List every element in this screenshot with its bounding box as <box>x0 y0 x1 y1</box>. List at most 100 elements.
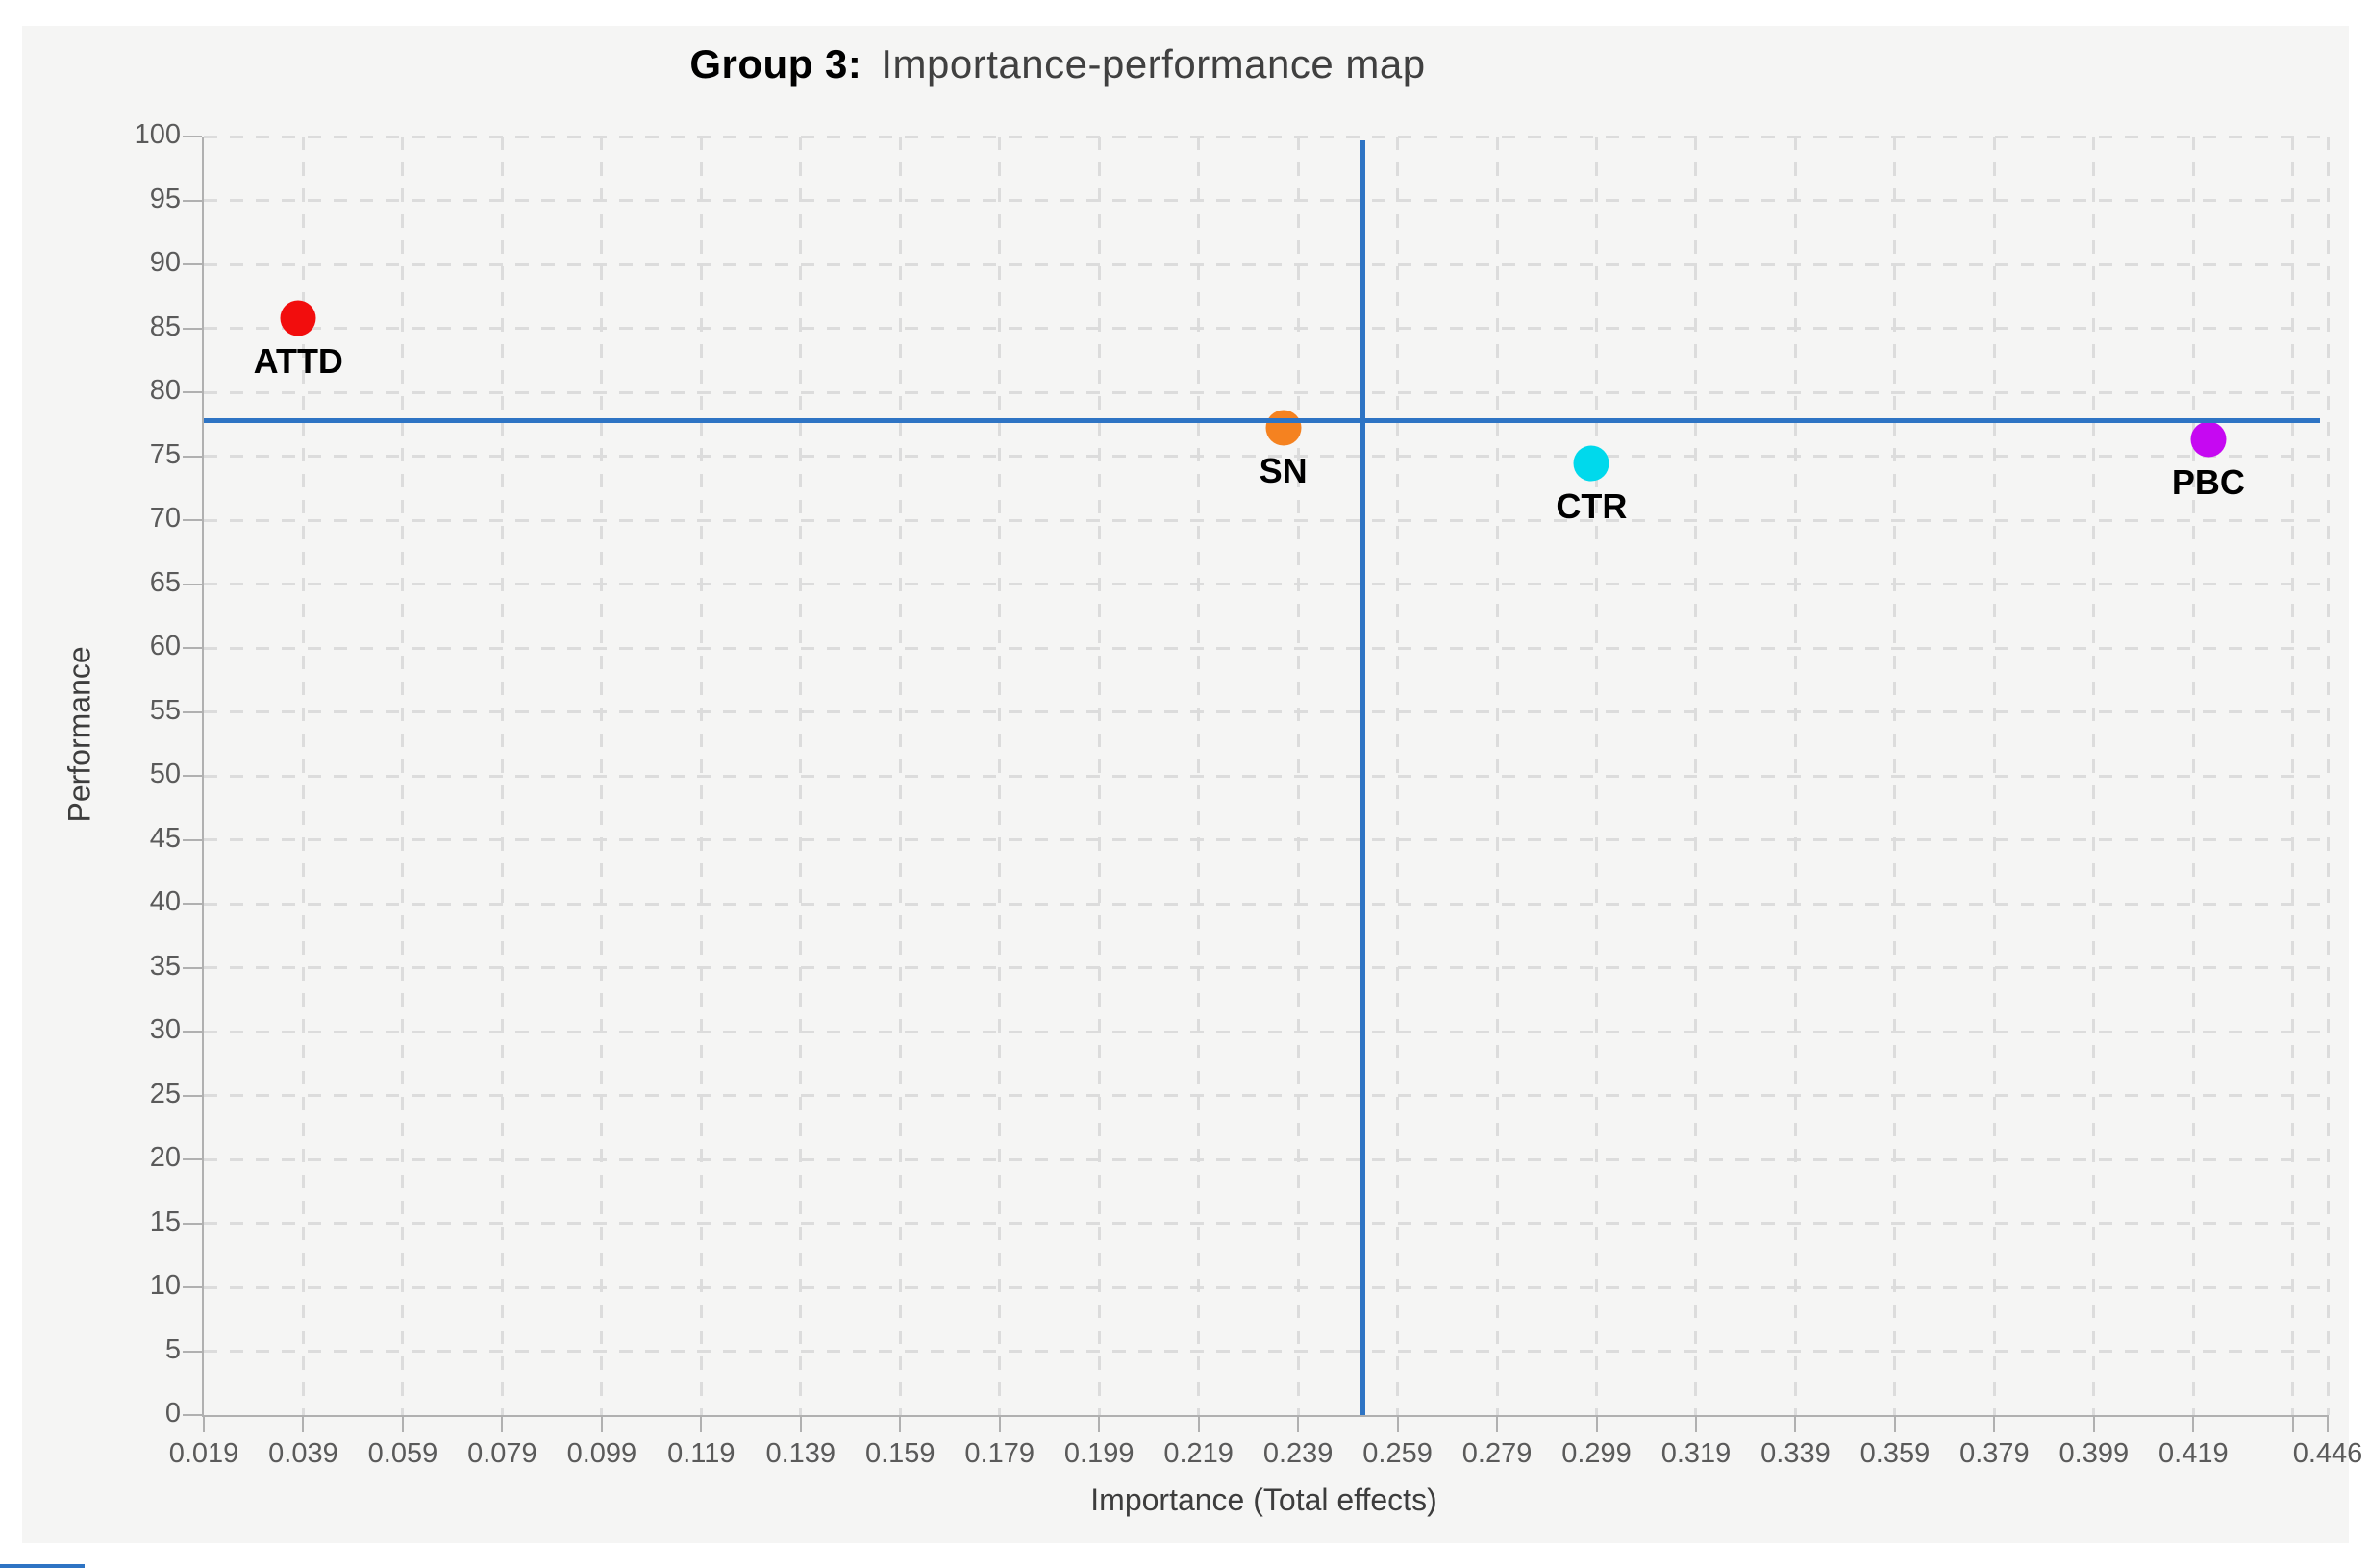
v-gridline <box>600 137 604 1415</box>
v-gridline <box>799 137 803 1415</box>
y-axis-title: Performance <box>62 646 97 823</box>
x-tick-label: 0.279 <box>1461 1438 1533 1469</box>
v-gridline <box>2092 137 2096 1415</box>
y-tick-label: 10 <box>149 1270 181 1301</box>
x-tick-label: 0.259 <box>1362 1438 1433 1469</box>
y-tick <box>183 1094 202 1097</box>
y-tick <box>183 519 202 521</box>
x-tick <box>1993 1415 1996 1432</box>
y-tick <box>183 838 202 841</box>
y-tick-label: 95 <box>149 183 181 214</box>
v-gridline <box>998 137 1002 1415</box>
y-tick <box>183 583 202 585</box>
x-tick <box>2092 1415 2095 1432</box>
y-tick-label: 40 <box>149 886 181 917</box>
y-tick <box>183 903 202 905</box>
h-gridline <box>204 838 2328 841</box>
v-gridline <box>1197 137 1201 1415</box>
y-tick-label: 60 <box>149 631 181 661</box>
y-tick-label: 30 <box>149 1014 181 1045</box>
x-tick <box>501 1415 504 1432</box>
v-gridline <box>699 137 703 1415</box>
y-tick <box>183 327 202 330</box>
y-tick-label: 80 <box>149 375 181 406</box>
v-gridline <box>2291 137 2295 1415</box>
y-tick <box>183 1286 202 1288</box>
x-tick-label: 0.399 <box>2058 1438 2130 1469</box>
y-tick <box>183 263 202 265</box>
x-tick <box>302 1415 305 1432</box>
x-tick-label: 0.419 <box>2158 1438 2229 1469</box>
x-tick <box>1197 1415 1200 1432</box>
data-point-ctr <box>1573 445 1609 482</box>
x-tick-label: 0.119 <box>667 1438 736 1469</box>
y-tick <box>183 391 202 393</box>
y-tick-label: 5 <box>164 1333 181 1365</box>
x-tick-label: 0.446 <box>2292 1438 2363 1469</box>
h-gridline <box>204 646 2328 650</box>
x-tick-label: 0.179 <box>964 1438 1035 1469</box>
bottom-left-blue-bar <box>0 1564 85 1568</box>
v-gridline <box>2191 137 2195 1415</box>
h-gridline <box>204 262 2328 266</box>
x-tick-label: 0.039 <box>268 1438 338 1469</box>
x-tick-label: 0.139 <box>765 1438 836 1469</box>
x-tick <box>401 1415 404 1432</box>
x-tick <box>1794 1415 1797 1432</box>
x-tick-label: 0.219 <box>1163 1438 1234 1469</box>
x-tick-label: 0.079 <box>467 1438 537 1469</box>
y-tick <box>183 199 202 202</box>
h-gridline <box>204 327 2328 330</box>
h-gridline <box>204 1094 2328 1097</box>
x-tick-label: 0.359 <box>1859 1438 1931 1469</box>
x-tick <box>1098 1415 1101 1432</box>
v-gridline <box>1893 137 1897 1415</box>
v-gridline <box>2326 137 2330 1415</box>
y-tick <box>183 710 202 713</box>
x-tick <box>799 1415 802 1432</box>
v-gridline <box>401 137 405 1415</box>
y-tick-label: 90 <box>149 247 181 278</box>
v-gridline <box>301 137 305 1415</box>
v-gridline <box>500 137 504 1415</box>
y-tick-label: 55 <box>149 694 181 726</box>
y-tick <box>183 455 202 458</box>
x-tick <box>600 1415 603 1432</box>
x-tick <box>1595 1415 1598 1432</box>
y-tick <box>183 1031 202 1033</box>
h-gridline <box>204 583 2328 585</box>
v-gridline <box>1396 137 1400 1415</box>
v-gridline <box>1495 137 1499 1415</box>
x-axis-title: Importance (Total effects) <box>1090 1482 1437 1517</box>
point-label-sn: SN <box>1259 451 1308 491</box>
crosshair-vertical-line <box>1360 140 1365 1415</box>
h-gridline <box>204 199 2328 202</box>
h-gridline <box>204 390 2328 394</box>
h-gridline <box>204 966 2328 969</box>
chart-title: Group 3: Importance-performance map <box>22 41 2093 87</box>
x-tick-label: 0.319 <box>1660 1438 1732 1469</box>
h-gridline <box>204 518 2328 522</box>
y-tick <box>183 1414 202 1416</box>
y-tick-label: 35 <box>149 950 181 982</box>
plot-area: 0 5 10 15 20 25 30 35 40 45 50 55 60 65 70 75 80 85 90 95 10… <box>135 119 2363 1469</box>
h-gridline <box>204 1285 2328 1289</box>
x-tick <box>1694 1415 1697 1432</box>
y-tick-label: 100 <box>134 119 181 150</box>
y-tick <box>183 136 202 137</box>
x-tick <box>2327 1415 2329 1432</box>
y-tick <box>183 1350 202 1353</box>
data-point-pbc <box>2190 421 2227 458</box>
x-tick-label: 0.239 <box>1262 1438 1334 1469</box>
point-label-ctr: CTR <box>1556 486 1628 527</box>
data-point-sn <box>1265 410 1302 446</box>
x-tick-label: 0.299 <box>1561 1438 1632 1469</box>
h-gridline <box>204 1030 2328 1033</box>
y-tick-label: 50 <box>149 759 181 789</box>
y-tick-label: 15 <box>149 1206 181 1237</box>
chart-title-group: Group 3: <box>689 41 862 87</box>
y-tick-label: 75 <box>149 438 181 470</box>
h-gridline <box>204 135 2328 138</box>
crosshair-horizontal-line <box>204 417 2320 423</box>
y-tick-label: 0 <box>164 1398 181 1429</box>
